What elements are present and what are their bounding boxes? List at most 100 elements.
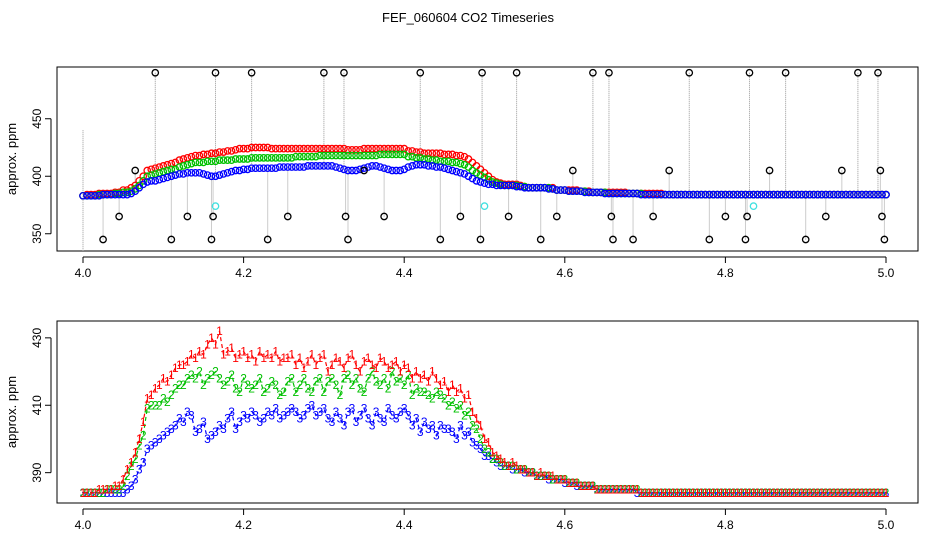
series-2-point (287, 154, 296, 162)
series-1-point (271, 144, 280, 153)
series-3-marker: 3 (574, 479, 581, 493)
series-3-marker: 3 (457, 418, 464, 432)
series-2-marker: 2 (288, 371, 295, 385)
series-1-marker: 1 (537, 466, 544, 480)
series-2-marker: 2 (883, 486, 890, 500)
series-1-marker: 1 (232, 351, 239, 365)
series-3-point (376, 163, 384, 171)
series-2-point (211, 157, 220, 166)
series-1-line (83, 330, 886, 494)
series-3-point (717, 190, 726, 199)
series-2-marker: 2 (437, 388, 444, 402)
series-1-marker: 1 (710, 486, 717, 500)
series-1-point (139, 172, 148, 181)
series-3-marker: 3 (321, 402, 328, 416)
series-3-marker: 3 (425, 422, 432, 436)
series-3-marker: 3 (196, 422, 203, 436)
series-3-point (360, 164, 368, 173)
series-3-marker: 3 (473, 439, 480, 453)
series-3-point (460, 170, 469, 178)
series-3-point (653, 190, 661, 199)
series-1-marker: 1 (280, 351, 287, 365)
series-2-marker: 2 (706, 486, 713, 500)
flagged-point (749, 202, 758, 210)
series-3-point (159, 174, 168, 183)
series-2-marker: 2 (341, 371, 348, 385)
series-3-point (846, 190, 854, 199)
series-3-point (781, 190, 790, 199)
series-3-point (524, 183, 533, 192)
series-2-point (472, 168, 481, 177)
series-1-marker: 1 (770, 486, 777, 500)
y-axis-top: 350 400 450 (30, 108, 52, 244)
outliers-point (380, 212, 388, 221)
series-3-marker: 3 (461, 429, 468, 443)
series-2-marker: 2 (859, 486, 866, 500)
series-3-point (870, 190, 878, 199)
series-1-marker: 1 (586, 479, 593, 493)
series-1-point (436, 149, 445, 158)
outliers-point (552, 212, 561, 221)
series-3-marker: 3 (92, 486, 99, 500)
series-3-point (841, 190, 850, 199)
series-2-marker: 2 (493, 452, 500, 466)
series-3-point (789, 190, 798, 199)
series-2-marker: 2 (172, 381, 179, 395)
series-3-point (882, 190, 890, 199)
series-2-marker: 2 (698, 486, 705, 500)
series-3-marker: 3 (224, 412, 231, 426)
series-3-point (589, 188, 597, 197)
series-marks-top (79, 68, 890, 244)
series-3-point (211, 172, 220, 181)
outliers-point (341, 212, 350, 221)
series-2-point (259, 154, 268, 162)
series-3-point (878, 190, 886, 199)
series-3-marker: 3 (441, 422, 448, 436)
series-2-point (328, 151, 336, 160)
x-tick-label: 4.0 (75, 266, 92, 280)
y-axis-bottom: 390 410 430 (30, 328, 52, 483)
series-1-marker: 1 (670, 486, 677, 500)
series-2-marker: 2 (84, 486, 91, 500)
series-3-marker: 3 (341, 418, 348, 432)
series-3-point (793, 190, 802, 199)
series-1-marker: 1 (437, 378, 444, 392)
series-3-marker: 3 (337, 412, 344, 426)
series-3-point (424, 162, 433, 170)
series-1-marker: 1 (606, 483, 613, 497)
series-1-marker: 1 (317, 351, 324, 365)
series-3-point (597, 188, 605, 197)
series-3-point (187, 168, 196, 177)
series-3-point (729, 190, 738, 199)
series-1-marker: 1 (304, 354, 311, 368)
series-3-marker: 3 (802, 486, 809, 500)
series-2-marker: 2 (128, 459, 135, 473)
series-2-marker: 2 (469, 418, 476, 432)
series-2-marker: 2 (369, 365, 376, 379)
series-2-point (324, 151, 332, 160)
series-3-marker: 3 (232, 422, 239, 436)
series-3-marker: 3 (465, 425, 472, 439)
series-1-point (312, 144, 320, 153)
series-3-point (520, 183, 529, 192)
series-3-point (737, 190, 746, 199)
series-1-marker: 1 (208, 331, 215, 345)
series-2-marker: 2 (268, 375, 275, 389)
series-1-marker: 1 (425, 375, 432, 389)
series-3-point (858, 190, 866, 199)
series-3-marker: 3 (260, 412, 267, 426)
series-3-marker: 3 (497, 459, 504, 473)
series-3-point (665, 190, 674, 199)
series-2-point (332, 151, 340, 160)
outliers-point (609, 235, 617, 244)
series-3-point (324, 162, 332, 170)
series-3-marker: 3 (132, 472, 139, 486)
x-tick-label: 4.2 (235, 518, 252, 532)
series-2-marker: 2 (847, 486, 854, 500)
series-3-marker: 3 (136, 462, 143, 476)
series-1-point (235, 144, 244, 153)
series-2-point (207, 157, 216, 166)
outliers-point (629, 235, 637, 244)
series-3-marker: 3 (276, 412, 283, 426)
series-2-point (356, 151, 364, 160)
